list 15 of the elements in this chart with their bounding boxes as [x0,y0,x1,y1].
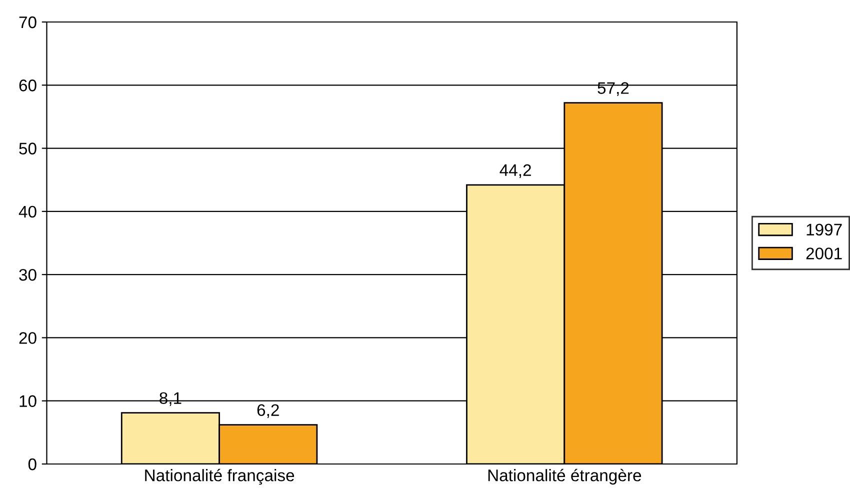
x-tick-label: Nationalité étrangère [488,468,642,485]
data-label: 44,2 [500,164,531,178]
data-label: 57,2 [598,82,629,96]
y-tick-label: 30 [19,268,36,281]
legend-label: 1997 [806,224,842,236]
y-tick-label: 60 [19,80,36,92]
legend-label: 2001 [806,248,842,260]
y-tick-label: 10 [20,395,36,408]
y-tick-label: 40 [18,206,36,218]
y-tick-label: 20 [19,332,36,344]
y-tick-label: 50 [19,142,36,154]
x-tick-label: Nationalité française [145,468,294,485]
y-tick-label: 0 [28,458,36,470]
y-tick-label: 70 [19,16,36,28]
data-label: 6,2 [257,404,279,418]
